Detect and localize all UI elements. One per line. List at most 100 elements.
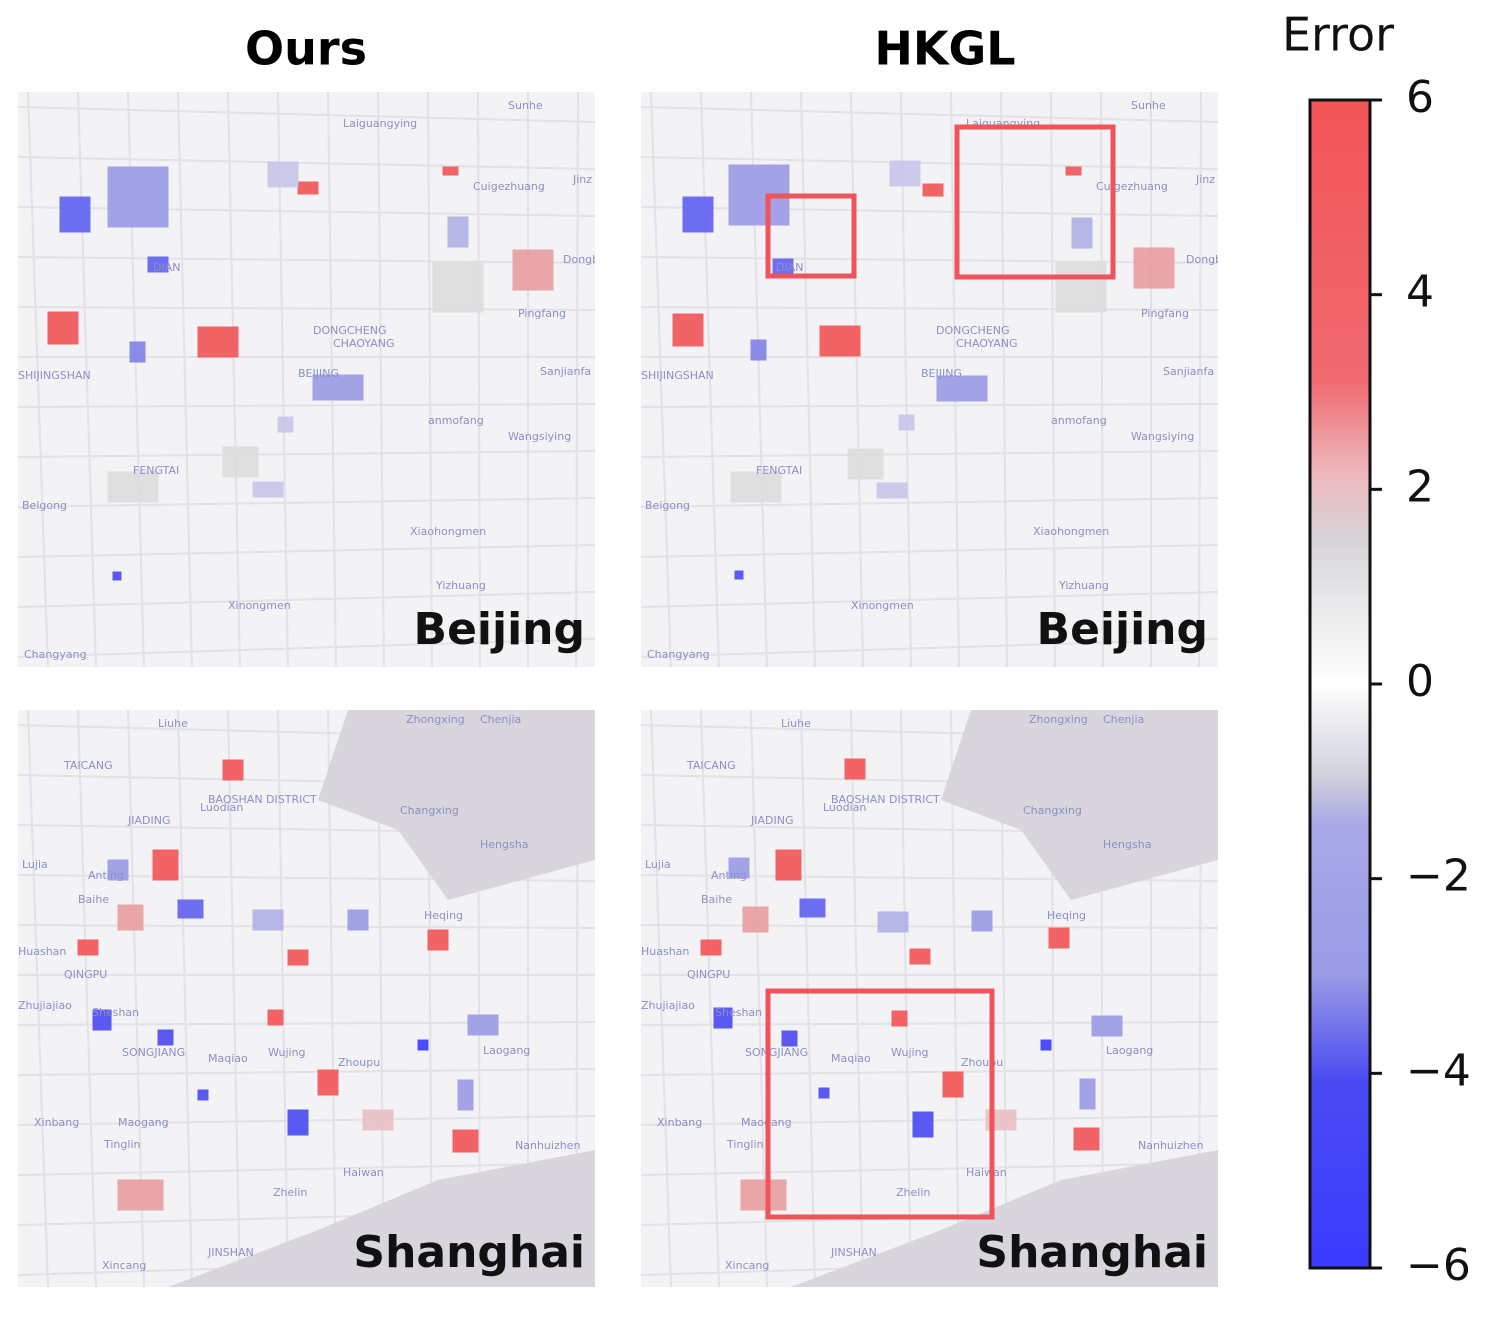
street — [641, 106, 1218, 123]
place-label: Beigong — [22, 499, 67, 512]
highlight-box — [765, 988, 995, 1220]
place-label: Pingfang — [1141, 307, 1189, 320]
place-label: Xiaohongmen — [1033, 525, 1109, 538]
place-label: CHAOYANG — [333, 337, 394, 350]
place-label: Xiaohongmen — [410, 525, 486, 538]
place-label: BEIJING — [921, 367, 962, 380]
place-label: Lujia — [645, 858, 671, 871]
place-label: Sunhe — [1131, 99, 1166, 112]
region — [781, 1030, 798, 1047]
place-label: JINSHAN — [830, 1246, 877, 1259]
place-label: FENGTAI — [133, 464, 179, 477]
street — [800, 92, 816, 667]
city-label: Shanghai — [976, 1227, 1208, 1278]
colorbar-tick-label: 2 — [1406, 461, 1434, 512]
map-panel: SunheLaiguangyingCuigezhuangJinzDongbaPi… — [641, 92, 1218, 667]
place-label: Laogang — [483, 1044, 530, 1057]
colorbar-tick-label: −4 — [1406, 1045, 1471, 1096]
region — [847, 448, 884, 480]
street — [227, 710, 241, 1287]
region — [147, 256, 169, 273]
street — [641, 591, 1218, 608]
place-label: BAOSHAN DISTRICT — [831, 793, 940, 806]
place-label: DIAN — [776, 261, 803, 274]
region — [347, 909, 369, 931]
place-label: TAICANG — [686, 759, 736, 772]
place-label: Heqing — [424, 909, 463, 922]
region — [157, 1029, 174, 1046]
street — [641, 306, 1218, 311]
region — [912, 1111, 934, 1138]
place-label: Wujing — [891, 1046, 929, 1059]
place-label: Laiguangying — [343, 117, 417, 130]
region — [818, 1087, 830, 1099]
place-label: BEIJING — [298, 367, 339, 380]
street — [18, 403, 595, 408]
place-label: Xinongmen — [851, 599, 914, 612]
place-label: Luodian — [200, 801, 243, 814]
place-label: Jinz — [572, 173, 592, 186]
place-label: Changyang — [647, 648, 710, 661]
region — [59, 196, 91, 233]
region — [1091, 1015, 1123, 1037]
place-label: Heqing — [1047, 909, 1086, 922]
place-label: Zhongxing — [1029, 713, 1088, 726]
street — [641, 638, 1218, 658]
street — [18, 1021, 595, 1026]
street — [700, 92, 720, 667]
place-label: Jinz — [1195, 173, 1215, 186]
place-label: Liuhe — [781, 717, 811, 730]
place-label: Dongba — [563, 253, 606, 266]
place-label: Wangsiying — [508, 430, 571, 443]
place-label: Pingfang — [518, 307, 566, 320]
place-label: Nanhuizhen — [1138, 1139, 1203, 1152]
street — [641, 156, 1218, 170]
region — [1133, 247, 1175, 289]
place-label: Huashan — [641, 945, 689, 958]
place-label: Wangsiying — [1131, 430, 1194, 443]
region — [682, 196, 714, 233]
place-label: Laogang — [1106, 1044, 1153, 1057]
sea — [168, 1150, 595, 1287]
highlight-box — [954, 124, 1116, 280]
map-panel: SunheLaiguangyingCuigezhuangJinzDongbaPi… — [18, 92, 606, 667]
region — [1065, 166, 1082, 176]
region — [909, 948, 931, 965]
region — [77, 939, 99, 956]
place-label: Zhujiajiao — [641, 999, 695, 1012]
place-label: Hengsha — [480, 838, 528, 851]
place-label: DIAN — [153, 261, 180, 274]
street — [641, 403, 1218, 408]
street — [18, 106, 595, 123]
colorbar-tick-label: 6 — [1406, 72, 1434, 123]
place-label: Baihe — [78, 893, 109, 906]
region — [252, 909, 284, 931]
map-panel: Zhongxing Chenjia Liuhe TAICANG BAOSHAN DIST… — [641, 710, 1218, 1287]
region — [742, 906, 769, 933]
place-label: Haiwan — [966, 1166, 1007, 1179]
map-background — [641, 92, 1218, 667]
street — [18, 591, 595, 608]
region — [734, 570, 744, 580]
region — [775, 849, 802, 881]
region — [1073, 1127, 1100, 1151]
place-label: SHIJINGSHAN — [18, 369, 91, 382]
place-label: Baihe — [701, 893, 732, 906]
street — [575, 92, 579, 667]
region — [107, 166, 169, 228]
street — [641, 1068, 1218, 1076]
street — [277, 710, 289, 1287]
city-label: Beijing — [1037, 604, 1208, 655]
place-label: Changxing — [1023, 804, 1082, 817]
place-label: Beigong — [645, 499, 690, 512]
place-label: QINGPU — [687, 968, 730, 981]
street — [18, 256, 595, 264]
place-label: Xincang — [725, 1259, 769, 1272]
place-label: Xinbang — [34, 1116, 79, 1129]
region — [129, 341, 146, 363]
street — [427, 92, 433, 667]
region — [252, 481, 284, 498]
place-label: Haiwan — [343, 1166, 384, 1179]
place-label: Yizhuang — [1058, 579, 1109, 592]
